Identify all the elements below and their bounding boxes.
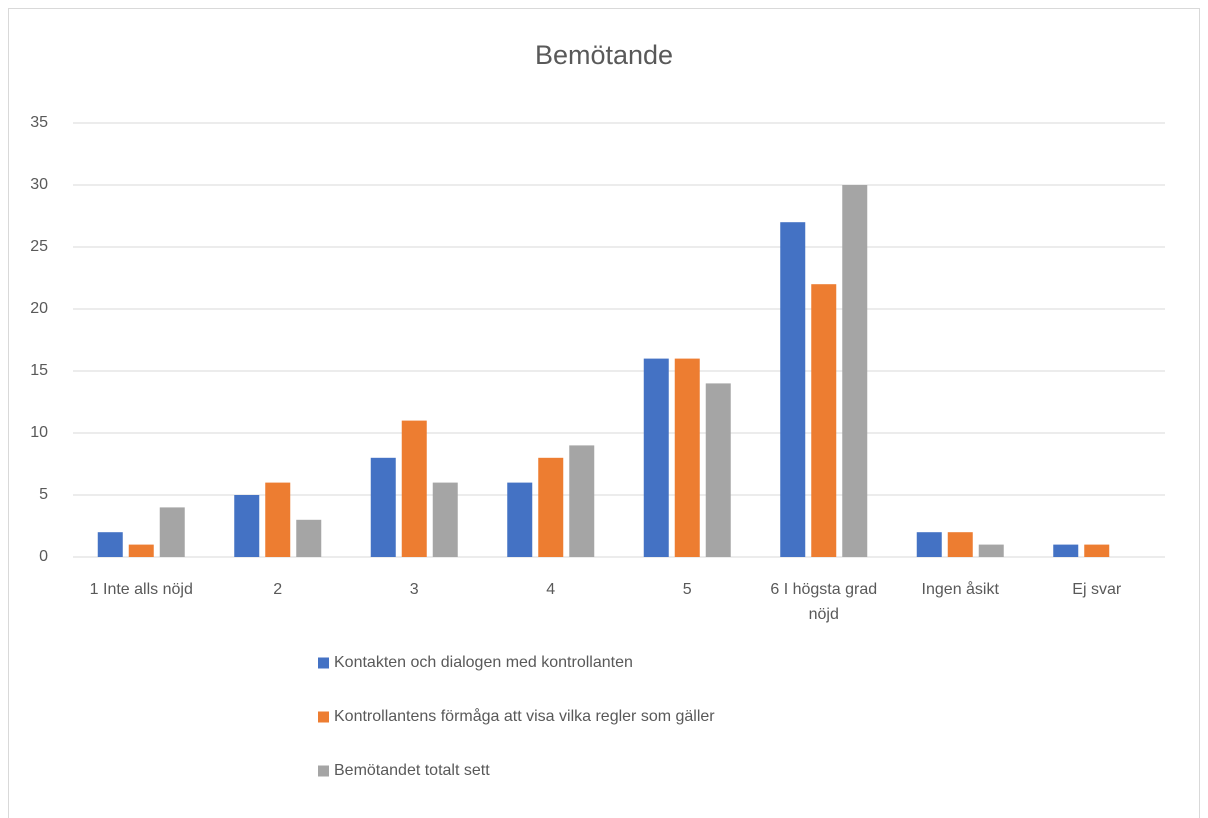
bar bbox=[432, 482, 458, 557]
bar bbox=[1084, 544, 1110, 557]
y-tick-label: 10 bbox=[30, 424, 48, 441]
bar bbox=[780, 222, 806, 557]
bar bbox=[811, 284, 837, 557]
y-tick-label: 0 bbox=[39, 548, 48, 565]
x-tick-label: Ej svar bbox=[1072, 581, 1122, 598]
y-tick-label: 25 bbox=[30, 238, 48, 255]
bar bbox=[569, 445, 595, 557]
y-tick-label: 15 bbox=[30, 362, 48, 379]
y-tick-label: 20 bbox=[30, 300, 48, 317]
legend-swatch bbox=[318, 711, 329, 723]
x-tick-label: 2 bbox=[273, 581, 283, 598]
bar bbox=[916, 532, 942, 557]
y-tick-label: 30 bbox=[30, 176, 48, 193]
x-tick-label: 4 bbox=[546, 581, 556, 598]
bar bbox=[674, 358, 700, 557]
bar bbox=[705, 383, 731, 557]
chart-frame bbox=[8, 8, 1200, 818]
legend-swatch bbox=[318, 765, 329, 777]
bar bbox=[128, 544, 154, 557]
legend-label: Kontrollantens förmåga att visa vilka re… bbox=[334, 707, 715, 725]
legend-swatch bbox=[318, 657, 329, 669]
bar bbox=[842, 185, 868, 557]
bar bbox=[507, 482, 533, 557]
bar bbox=[947, 532, 973, 557]
y-tick-label: 5 bbox=[39, 486, 48, 503]
bar bbox=[538, 457, 564, 557]
legend-label: Kontakten och dialogen med kontrollanten bbox=[334, 654, 633, 671]
x-tick-label: 1 Inte alls nöjd bbox=[89, 581, 193, 598]
x-tick-label: Ingen åsikt bbox=[921, 581, 999, 598]
x-tick-label: 3 bbox=[409, 581, 419, 598]
bar bbox=[401, 420, 427, 557]
x-tick-label: 5 bbox=[682, 581, 692, 598]
legend-label: Bemötandet totalt sett bbox=[334, 762, 490, 779]
x-tick-label: 6 I högsta grad nöjd bbox=[770, 581, 878, 623]
bar bbox=[643, 358, 669, 557]
chart-title: Bemötande bbox=[535, 40, 673, 70]
bar bbox=[97, 532, 123, 557]
bar bbox=[978, 544, 1004, 557]
bar bbox=[265, 482, 291, 557]
bar bbox=[296, 519, 322, 557]
bar bbox=[159, 507, 185, 557]
bar bbox=[234, 495, 260, 557]
bar bbox=[370, 457, 396, 557]
y-tick-label: 35 bbox=[30, 114, 48, 131]
bar bbox=[1053, 544, 1079, 557]
